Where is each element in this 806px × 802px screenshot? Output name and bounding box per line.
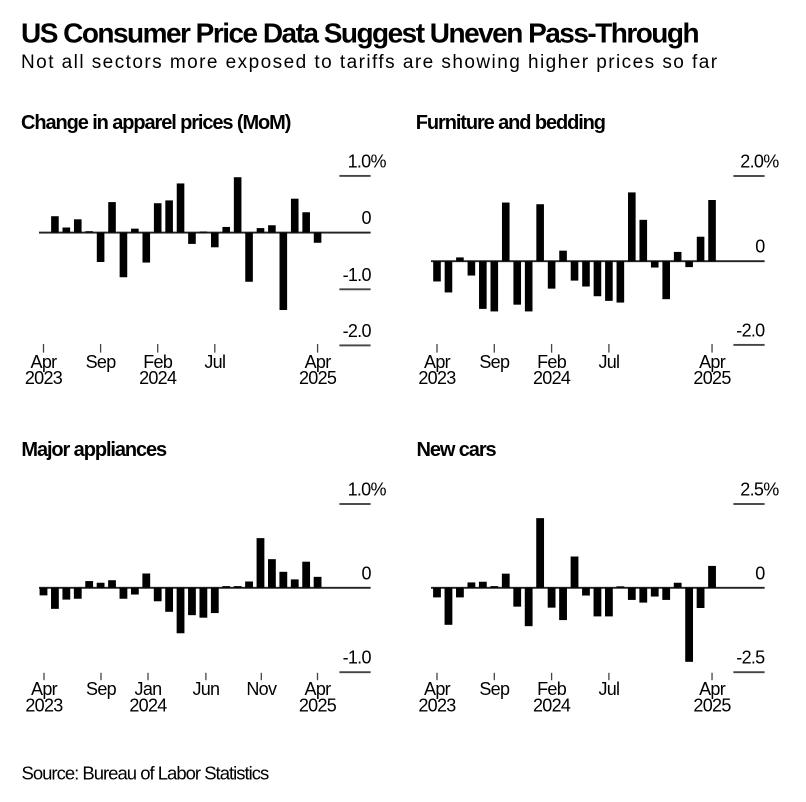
svg-text:Jan: Jan (135, 679, 162, 699)
svg-text:Not all sectors more exposed t: Not all sectors more exposed to tariffs … (21, 52, 719, 73)
svg-text:1.0%: 1.0% (348, 480, 387, 500)
svg-text:2025: 2025 (299, 368, 337, 388)
svg-text:Apr: Apr (31, 352, 58, 372)
svg-text:Apr: Apr (305, 352, 332, 372)
svg-text:0: 0 (361, 208, 371, 228)
svg-text:1.0%: 1.0% (348, 151, 387, 171)
svg-text:2023: 2023 (25, 368, 63, 388)
svg-text:2023: 2023 (418, 696, 456, 716)
svg-text:2023: 2023 (25, 696, 63, 716)
svg-text:Sep: Sep (86, 352, 117, 372)
svg-text:Jul: Jul (204, 352, 225, 372)
svg-text:0: 0 (361, 563, 371, 583)
svg-text:Feb: Feb (537, 679, 567, 699)
svg-text:0: 0 (755, 237, 765, 257)
svg-text:Feb: Feb (537, 352, 567, 372)
svg-text:Apr: Apr (305, 679, 332, 699)
svg-text:Apr: Apr (699, 679, 726, 699)
svg-text:2024: 2024 (129, 696, 167, 716)
svg-text:Jun: Jun (192, 679, 219, 699)
svg-text:Apr: Apr (424, 679, 451, 699)
svg-text:-2.5: -2.5 (736, 648, 765, 668)
svg-text:0: 0 (755, 563, 765, 583)
svg-text:Source: Bureau of Labor Statis: Source: Bureau of Labor Statistics (22, 762, 269, 783)
svg-text:2024: 2024 (533, 368, 571, 388)
svg-text:2.0%: 2.0% (740, 152, 779, 172)
svg-text:Furniture and bedding: Furniture and bedding (416, 112, 605, 134)
svg-text:-1.0: -1.0 (343, 265, 372, 285)
svg-text:2024: 2024 (533, 696, 571, 716)
svg-text:Nov: Nov (246, 679, 277, 699)
svg-text:Change in apparel prices (MoM): Change in apparel prices (MoM) (21, 112, 291, 134)
svg-text:-1.0: -1.0 (343, 648, 372, 668)
svg-text:Apr: Apr (699, 352, 726, 372)
svg-text:Apr: Apr (31, 679, 58, 699)
svg-text:Feb: Feb (143, 352, 173, 372)
svg-text:Sep: Sep (479, 679, 510, 699)
svg-text:2.5%: 2.5% (740, 480, 779, 500)
svg-text:-2.0: -2.0 (736, 320, 765, 340)
svg-text:Major appliances: Major appliances (21, 439, 167, 461)
svg-text:New cars: New cars (417, 439, 497, 461)
svg-text:Jul: Jul (598, 352, 619, 372)
svg-text:2024: 2024 (139, 368, 177, 388)
svg-text:US Consumer Price Data Suggest: US Consumer Price Data Suggest Uneven Pa… (21, 18, 698, 49)
svg-text:2025: 2025 (693, 696, 731, 716)
svg-text:2023: 2023 (418, 368, 456, 388)
svg-text:Jul: Jul (598, 679, 619, 699)
svg-text:Sep: Sep (86, 679, 117, 699)
svg-text:-2.0: -2.0 (343, 321, 372, 341)
svg-text:Apr: Apr (424, 352, 451, 372)
svg-text:2025: 2025 (299, 696, 337, 716)
svg-text:2025: 2025 (693, 368, 731, 388)
svg-text:Sep: Sep (479, 352, 510, 372)
